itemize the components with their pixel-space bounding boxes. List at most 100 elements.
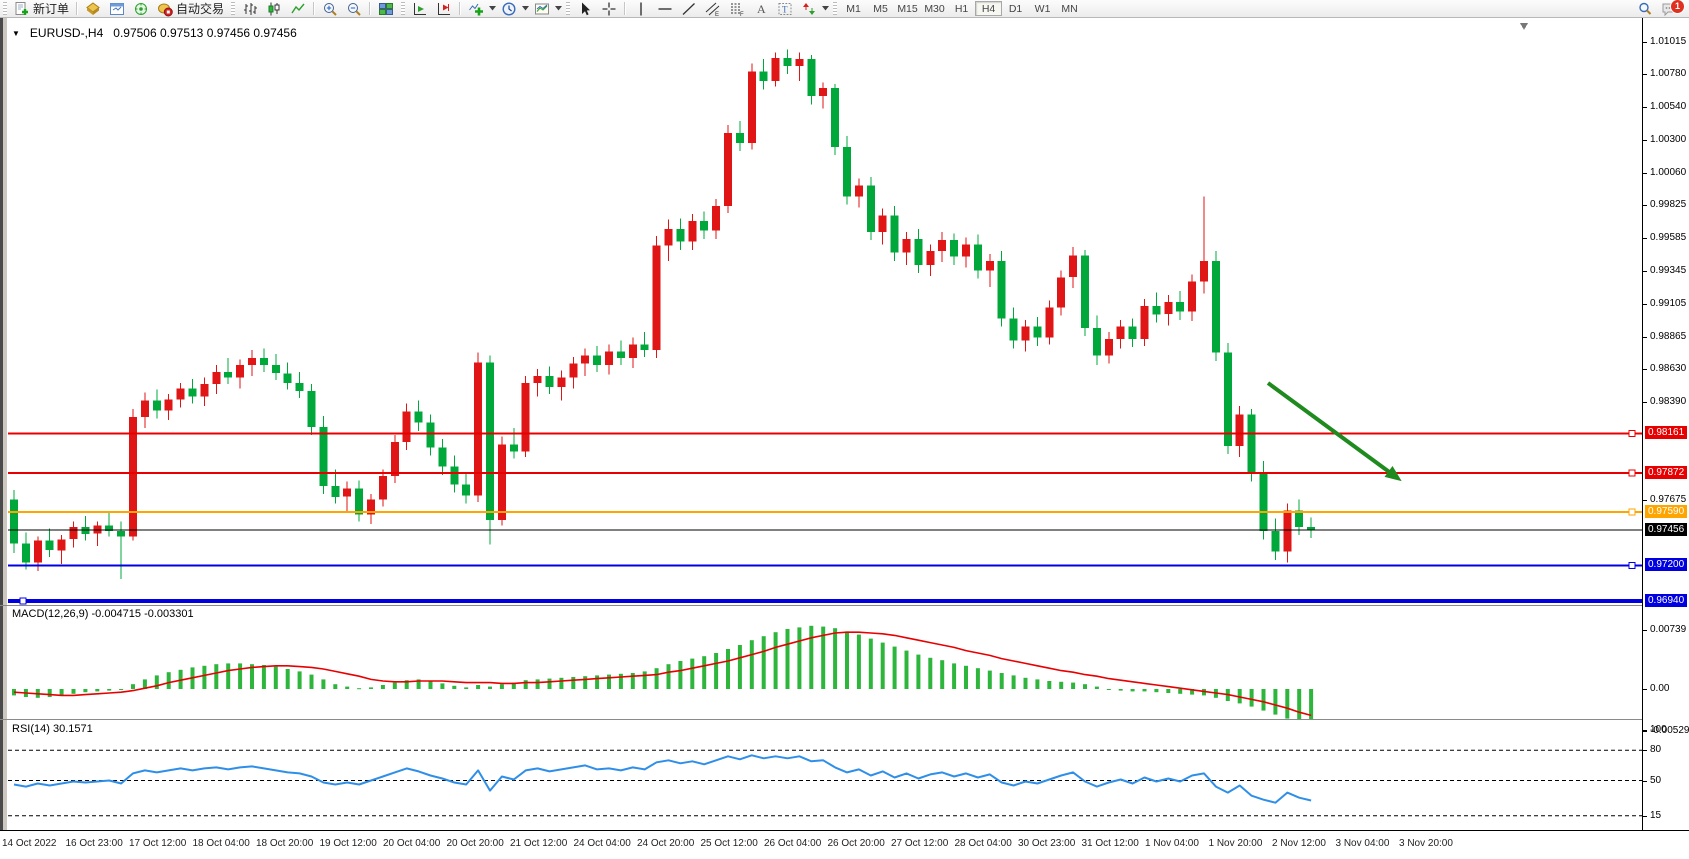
cursor-button[interactable] — [573, 1, 597, 17]
macd-tick — [1643, 689, 1647, 690]
price-line-label: 0.97872 — [1645, 466, 1688, 480]
horizontal-line-objects[interactable] — [8, 430, 1642, 605]
toolbar-separator — [76, 2, 79, 15]
macd-panel-canvas — [12, 625, 1314, 719]
search-button[interactable] — [1633, 1, 1657, 17]
trendline-icon — [682, 2, 695, 15]
fibonacci-button[interactable]: F — [725, 1, 749, 17]
price-tick — [1643, 107, 1647, 108]
time-axis-label: 27 Oct 12:00 — [891, 838, 949, 849]
market-watch-button[interactable] — [81, 1, 105, 17]
candlestick-button[interactable] — [262, 1, 286, 17]
auto-trading-button[interactable]: 自动交易 — [153, 1, 228, 17]
price-tick — [1643, 500, 1647, 501]
timeframe-m30-button[interactable]: M30 — [921, 1, 948, 16]
indicators-dropdown-caret[interactable] — [488, 1, 497, 17]
rsi-tick — [1643, 816, 1647, 817]
new-order-icon — [15, 1, 28, 15]
macd-tick — [1643, 630, 1647, 631]
auto-scroll-button[interactable] — [408, 1, 432, 17]
toolbar-grip[interactable] — [401, 2, 406, 15]
arrows-button[interactable] — [797, 1, 821, 17]
rsi-tick-label: 80 — [1650, 744, 1662, 756]
macd-tick-label: 0.00739 — [1650, 623, 1687, 635]
time-axis-label: 30 Oct 23:00 — [1018, 838, 1076, 849]
new-order-button[interactable]: 新订单 — [10, 1, 73, 17]
rsi-tick-label: 15 — [1650, 809, 1662, 821]
text-label-icon: T — [778, 2, 792, 15]
fibonacci-icon: F — [731, 3, 744, 17]
templates-button[interactable] — [530, 1, 554, 17]
bar-chart-button[interactable] — [238, 1, 262, 17]
chevron-down-icon — [522, 6, 530, 11]
toolbar-grip[interactable] — [566, 2, 571, 15]
price-tick-label: 0.99825 — [1650, 199, 1687, 211]
vertical-line-button[interactable] — [629, 1, 653, 17]
tile-windows-button[interactable] — [374, 1, 398, 17]
toolbar-grip[interactable] — [833, 2, 838, 15]
text-button[interactable]: A — [749, 1, 773, 17]
trendline-button[interactable] — [677, 1, 701, 17]
collapse-arrow-icon[interactable]: ▼ — [12, 28, 20, 38]
price-chart-canvas[interactable] — [8, 18, 1642, 605]
trend-arrow[interactable] — [1266, 381, 1402, 482]
time-axis-label: 24 Oct 20:00 — [637, 838, 695, 849]
price-line-label: 0.97200 — [1645, 558, 1688, 572]
macd-tick-label: 0.00 — [1650, 683, 1670, 694]
rsi-tick — [1643, 750, 1647, 751]
time-axis[interactable]: 14 Oct 2022 16 Oct 23:00 17 Oct 12:00 18 Oc… — [0, 830, 1689, 859]
svg-text:F: F — [740, 12, 744, 17]
toolbar-separator — [624, 2, 627, 15]
timeframe-m5-button[interactable]: M5 — [867, 1, 894, 16]
chart-shift-marker[interactable] — [1520, 23, 1528, 30]
svg-text:T: T — [782, 4, 788, 14]
periods-dropdown-caret[interactable] — [521, 1, 530, 17]
navigator-button[interactable] — [129, 1, 153, 17]
panel-separator[interactable] — [0, 605, 1689, 606]
indicators-button[interactable] — [464, 1, 488, 17]
chart-ohlc-values: 0.97506 0.97513 0.97456 0.97456 — [113, 26, 297, 40]
zoom-out-button[interactable] — [342, 1, 366, 17]
price-tick — [1643, 304, 1647, 305]
timeframe-m1-button[interactable]: M1 — [840, 1, 867, 16]
time-axis-label: 1 Nov 04:00 — [1145, 838, 1199, 849]
periods-button[interactable] — [497, 1, 521, 17]
price-line-label: 0.98161 — [1645, 426, 1688, 440]
candlesticks — [10, 49, 1316, 579]
rsi-panel-canvas — [8, 749, 1642, 817]
horizontal-line-icon — [658, 7, 672, 10]
timeframe-h1-button[interactable]: H1 — [948, 1, 975, 16]
crosshair-button[interactable] — [597, 1, 621, 17]
data-window-button[interactable] — [105, 1, 129, 17]
chevron-down-icon — [822, 6, 830, 11]
line-chart-button[interactable] — [286, 1, 310, 17]
templates-dropdown-caret[interactable] — [554, 1, 563, 17]
panel-separator[interactable] — [0, 719, 1689, 720]
crosshair-icon — [602, 2, 616, 15]
arrows-dropdown-caret[interactable] — [821, 1, 830, 17]
toolbar-grip[interactable] — [3, 2, 7, 15]
zoom-in-button[interactable] — [318, 1, 342, 17]
price-tick — [1643, 271, 1647, 272]
timeframe-mn-button[interactable]: MN — [1056, 1, 1083, 16]
line-chart-icon — [291, 3, 305, 13]
bar-chart-icon — [244, 2, 258, 15]
text-label-button[interactable]: T — [773, 1, 797, 17]
channel-button[interactable]: E — [701, 1, 725, 17]
toolbar: 新订单 自动交易 — [0, 0, 1689, 18]
new-order-label: 新订单 — [33, 2, 70, 16]
notifications-button[interactable]: 1 — [1657, 0, 1685, 17]
text-icon: A — [757, 2, 766, 16]
chart-shift-button[interactable] — [432, 1, 456, 17]
window-left-edge — [0, 18, 7, 859]
timeframe-w1-button[interactable]: W1 — [1029, 1, 1056, 16]
price-axis[interactable]: 0.98161 0.97872 0.97590 0.97456 0.97200 0.969… — [1642, 18, 1689, 830]
timeframe-m15-button[interactable]: M15 — [894, 1, 921, 16]
horizontal-line-button[interactable] — [653, 1, 677, 17]
timeframe-d1-button[interactable]: D1 — [1002, 1, 1029, 16]
timeframe-h4-button[interactable]: H4 — [975, 1, 1003, 16]
toolbar-grip[interactable] — [231, 2, 236, 15]
svg-text:E: E — [715, 12, 719, 17]
auto-trading-label: 自动交易 — [176, 2, 225, 16]
